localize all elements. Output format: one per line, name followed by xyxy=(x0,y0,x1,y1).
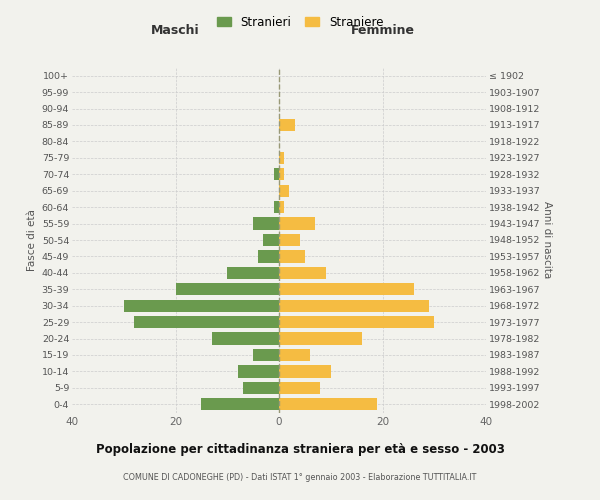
Bar xyxy=(279,266,326,279)
Bar xyxy=(202,398,279,410)
Bar xyxy=(279,234,300,246)
Bar xyxy=(263,234,279,246)
Bar xyxy=(279,218,315,230)
Bar xyxy=(134,316,279,328)
Text: Maschi: Maschi xyxy=(151,24,200,38)
Text: Popolazione per cittadinanza straniera per età e sesso - 2003: Popolazione per cittadinanza straniera p… xyxy=(95,444,505,456)
Text: Femmine: Femmine xyxy=(350,24,415,38)
Bar xyxy=(279,366,331,378)
Bar xyxy=(274,201,279,213)
Bar xyxy=(279,184,289,197)
Bar xyxy=(124,300,279,312)
Y-axis label: Anni di nascita: Anni di nascita xyxy=(542,202,551,278)
Bar xyxy=(279,152,284,164)
Bar xyxy=(279,316,434,328)
Bar xyxy=(227,266,279,279)
Bar xyxy=(238,366,279,378)
Y-axis label: Fasce di età: Fasce di età xyxy=(28,209,37,271)
Bar xyxy=(253,349,279,361)
Bar xyxy=(279,349,310,361)
Bar xyxy=(279,300,429,312)
Bar xyxy=(253,218,279,230)
Bar xyxy=(259,250,279,262)
Text: COMUNE DI CADONEGHE (PD) - Dati ISTAT 1° gennaio 2003 - Elaborazione TUTTITALIA.: COMUNE DI CADONEGHE (PD) - Dati ISTAT 1°… xyxy=(124,473,476,482)
Bar xyxy=(279,119,295,131)
Bar xyxy=(279,283,413,296)
Bar xyxy=(279,201,284,213)
Bar xyxy=(176,283,279,296)
Bar xyxy=(274,168,279,180)
Bar xyxy=(279,168,284,180)
Bar xyxy=(212,332,279,344)
Bar xyxy=(279,250,305,262)
Legend: Stranieri, Straniere: Stranieri, Straniere xyxy=(212,11,388,34)
Bar xyxy=(279,398,377,410)
Bar xyxy=(279,332,362,344)
Bar xyxy=(279,382,320,394)
Bar xyxy=(243,382,279,394)
